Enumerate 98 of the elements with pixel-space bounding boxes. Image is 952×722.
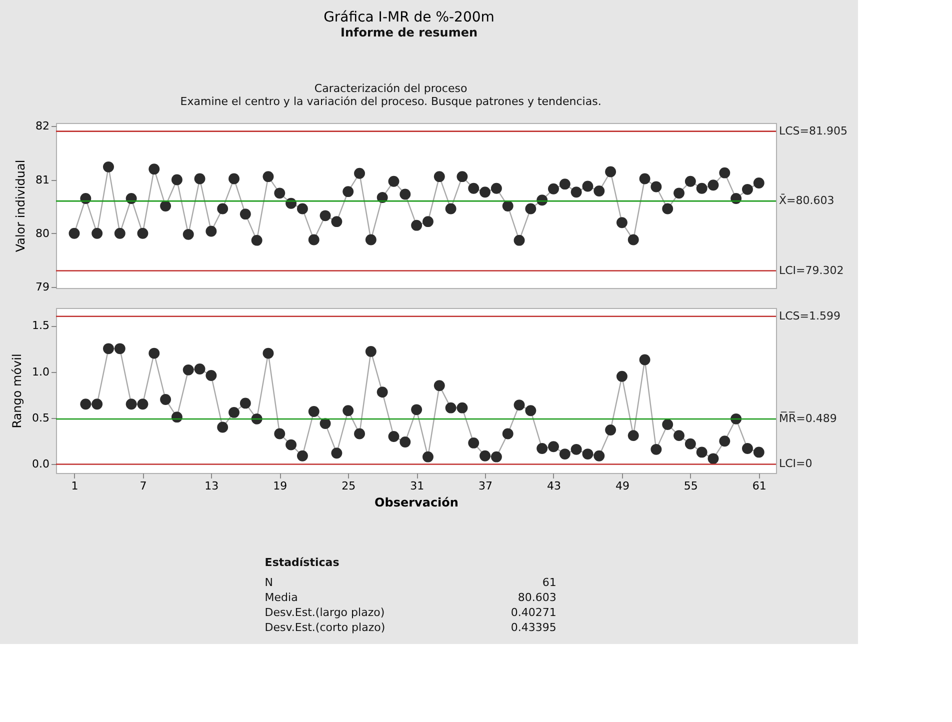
point [468, 437, 480, 448]
point [456, 402, 468, 414]
point [92, 398, 103, 410]
point [365, 346, 376, 357]
point [160, 394, 172, 405]
text: Examine el centro y la variación del proceso. Busque patrones y tendencias. [180, 95, 602, 108]
y-tick-label: 80 [36, 226, 50, 240]
y-tick-label: 1.0 [32, 365, 50, 378]
chart-subtitle: Informe de resumen [340, 26, 478, 40]
x-tick-label: 19 [273, 480, 288, 492]
text: N [264, 576, 274, 589]
point [240, 398, 251, 409]
point [411, 404, 422, 416]
point [742, 443, 753, 454]
point [434, 380, 445, 392]
ref-line-label: LCI=79.302 [779, 264, 844, 277]
point [422, 451, 434, 462]
chart-title: Gráfica I-MR de %-200m [324, 10, 494, 26]
point [684, 438, 696, 450]
text: Estadísticas [264, 556, 340, 569]
point [262, 348, 274, 359]
x-tick-label: 7 [140, 480, 147, 492]
point [274, 428, 286, 440]
ref-line-label: LCS=1.599 [779, 309, 840, 322]
y-tick-label: 81 [36, 173, 50, 186]
y-tick-label: 82 [36, 120, 50, 133]
point [342, 405, 354, 416]
point [320, 418, 331, 430]
point [582, 448, 594, 460]
point [570, 444, 582, 455]
text: 61 [542, 576, 556, 589]
y-tick-label: 79 [36, 280, 50, 294]
point [206, 370, 217, 381]
point [628, 430, 639, 442]
x-tick-label: 37 [478, 480, 493, 492]
point [148, 348, 160, 359]
point [674, 430, 684, 442]
point [594, 450, 605, 462]
point [514, 400, 525, 411]
point [480, 450, 491, 462]
x-tick-label: 61 [752, 480, 766, 492]
x-tick-label: 49 [615, 480, 630, 492]
point [376, 386, 388, 398]
point [696, 446, 708, 458]
point [296, 450, 308, 462]
ref-line-label: X̄=80.603 [779, 193, 834, 208]
point [126, 398, 137, 410]
text: Caracterización del proceso [314, 82, 468, 95]
point [490, 451, 502, 462]
point [400, 436, 411, 448]
point [80, 398, 92, 410]
x-axis-title: Observación [374, 496, 458, 510]
point [708, 453, 719, 464]
point [286, 439, 297, 450]
point [137, 398, 148, 410]
y-tick-label: 0.5 [32, 412, 50, 424]
point [548, 441, 559, 452]
text: 0.40271 [510, 606, 556, 619]
point [650, 444, 662, 455]
point [502, 428, 514, 440]
point [639, 354, 650, 366]
text: Desv.Est.(corto plazo) [264, 621, 386, 634]
text: 0.43395 [510, 621, 556, 634]
point [719, 436, 730, 447]
point [662, 419, 674, 430]
x-tick-label: 31 [410, 480, 424, 492]
point [616, 370, 628, 382]
ref-line-label: LCI=0 [779, 457, 812, 470]
point [114, 343, 126, 354]
point [388, 431, 400, 442]
y-axis-title: Valor individual [14, 160, 28, 252]
x-tick-label: 13 [204, 480, 219, 492]
ref-line-label: M̅R̅=0.489 [779, 411, 837, 426]
x-tick-label: 55 [684, 480, 698, 492]
point [605, 424, 616, 436]
y-tick-label: 1.5 [32, 319, 50, 332]
text: 80.603 [518, 591, 556, 604]
point [536, 443, 548, 454]
ref-line-label: LCS=81.905 [779, 124, 848, 138]
point [217, 422, 228, 433]
point [103, 343, 114, 354]
text: Desv.Est.(largo plazo) [264, 606, 385, 619]
point [228, 406, 240, 418]
x-tick-label: 25 [342, 480, 356, 492]
text: Media [264, 591, 298, 604]
point [194, 364, 206, 374]
point [182, 364, 194, 376]
point [354, 428, 365, 440]
point [445, 402, 456, 414]
point [559, 448, 570, 460]
point [525, 405, 536, 416]
y-axis-title: Rango móvil [10, 354, 24, 428]
point [331, 448, 342, 459]
y-tick-label: 0.0 [32, 458, 50, 471]
point [753, 446, 764, 458]
point [308, 406, 320, 417]
x-tick-label: 1 [71, 480, 78, 492]
x-tick-label: 43 [546, 480, 561, 492]
